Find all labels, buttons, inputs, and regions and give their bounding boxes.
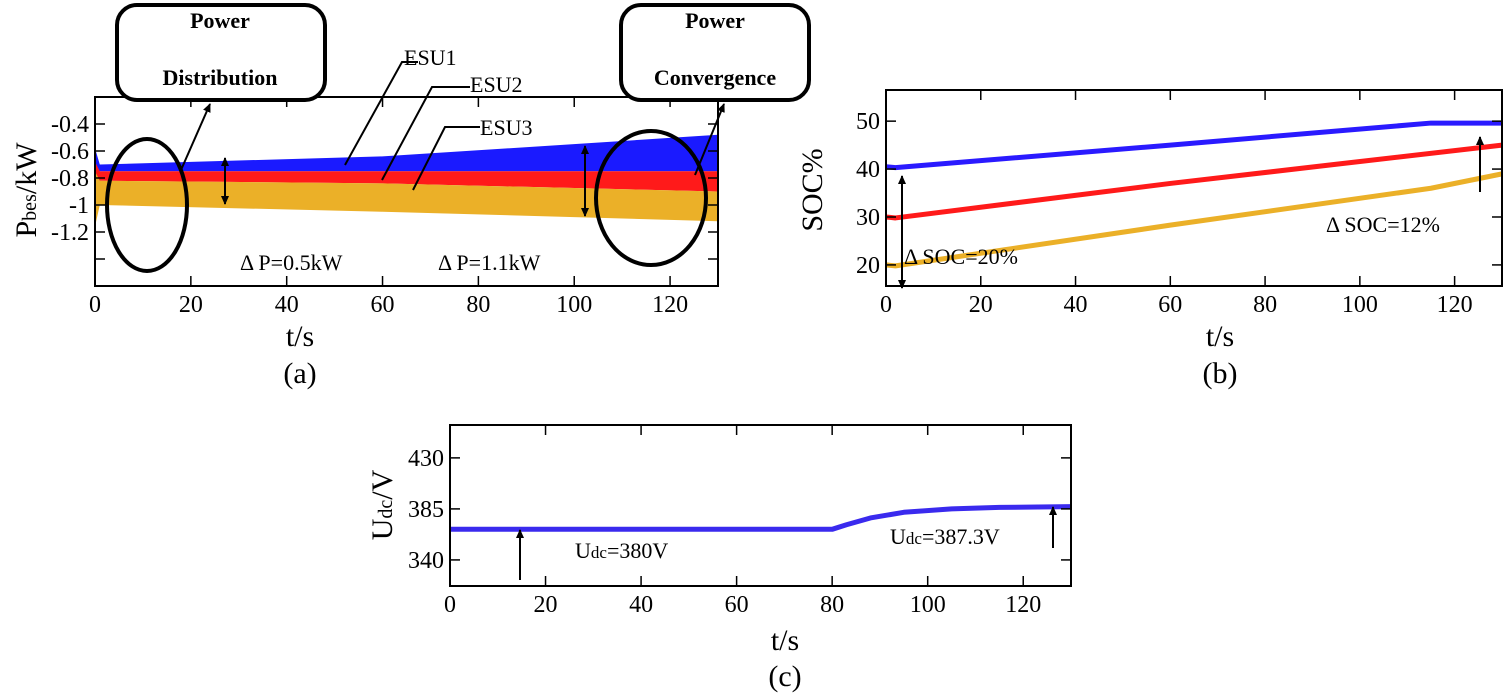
y-tick-label: 30 xyxy=(856,205,880,231)
y-tick-label: -0.4 xyxy=(51,112,89,138)
y-tick-label: 430 xyxy=(408,446,444,472)
esu1-leader xyxy=(344,61,418,166)
x-tick-label: 20 xyxy=(179,292,203,318)
x-tick-label: 0 xyxy=(880,292,892,318)
y-tick-label: -0.6 xyxy=(51,139,89,165)
y-tick-label: 50 xyxy=(856,109,880,135)
xlabel-a: t/s xyxy=(286,320,314,353)
series-group xyxy=(450,504,1072,532)
box-right-line1: Power xyxy=(685,8,745,33)
delta-soc-right: Δ SOC=12% xyxy=(1326,212,1440,237)
x-tick-label: 0 xyxy=(89,292,101,318)
esu1-label: ESU1 xyxy=(404,45,457,70)
panel-label-a: (a) xyxy=(283,357,316,390)
series-group xyxy=(95,134,718,227)
x-tick-label: 100 xyxy=(556,292,592,318)
panel-label-b: (b) xyxy=(1203,357,1238,390)
x-tick-label: 80 xyxy=(466,292,490,318)
udc-left-label: Udc=380V xyxy=(575,538,668,563)
udc-right-label: Udc=387.3V xyxy=(890,524,1000,549)
plots: 0 20 40 60 80 100 120-1.2-1-0.8-0.6-0.40 20 40 60… xyxy=(51,89,1503,618)
band-esu2 xyxy=(95,161,718,192)
delta-p-right: Δ P=1.1kW xyxy=(438,250,541,275)
xlabel-c: t/s xyxy=(771,624,799,657)
ellipse-left xyxy=(105,137,189,273)
x-tick-label: 80 xyxy=(820,592,844,618)
band-esu3 xyxy=(95,171,718,227)
ylabel-c: Udc/V xyxy=(366,469,399,540)
line-series-0 xyxy=(885,120,1502,171)
x-tick-label: 40 xyxy=(629,592,653,618)
y-tick-label: 385 xyxy=(408,497,444,523)
plot-frame xyxy=(449,424,1072,587)
x-tick-label: 100 xyxy=(910,592,946,618)
x-tick-label: 120 xyxy=(652,292,688,318)
box-right-line2: Convergence xyxy=(654,65,776,90)
line-series-1 xyxy=(885,142,1503,221)
esu2-leader xyxy=(381,86,470,181)
y-tick-label: -1.2 xyxy=(51,220,89,246)
x-tick-label: 40 xyxy=(275,292,299,318)
x-tick-label: 120 xyxy=(1437,292,1473,318)
box-left-line2: Distribution xyxy=(163,65,278,90)
xlabel-b: t/s xyxy=(1206,320,1234,353)
panel-c-annotations: Udc=380V Udc=387.3V xyxy=(516,506,1057,580)
plot-frame xyxy=(94,96,719,287)
y-tick-label: -1 xyxy=(69,193,89,219)
ellipse-right xyxy=(594,129,708,267)
chart-c: 0 20 40 60 80 100 120 340 385 430 xyxy=(408,424,1072,618)
x-tick-label: 80 xyxy=(1253,292,1277,318)
x-tick-label: 120 xyxy=(1005,592,1041,618)
power-convergence-box xyxy=(619,3,811,102)
x-tick-label: 60 xyxy=(725,592,749,618)
y-tick-label: 20 xyxy=(856,253,880,279)
arrow-to-distribution xyxy=(180,103,211,171)
esu2-label: ESU2 xyxy=(470,72,523,97)
y-tick-label: 340 xyxy=(408,548,444,574)
x-tick-label: 100 xyxy=(1342,292,1378,318)
x-tick-label: 20 xyxy=(534,592,558,618)
x-tick-label: 20 xyxy=(969,292,993,318)
chart-a: 0 20 40 60 80 100 120 -1.2-1-0.8-0.6-0.4 xyxy=(51,96,719,318)
esu3-label: ESU3 xyxy=(480,115,533,140)
ylabel-b: SOC% xyxy=(796,148,829,231)
x-tick-label: 60 xyxy=(371,292,395,318)
power-distribution-box xyxy=(115,3,327,102)
ylabel-a: Pbes/kW xyxy=(10,142,43,238)
delta-p-left: Δ P=0.5kW xyxy=(240,250,343,275)
x-tick-label: 60 xyxy=(1158,292,1182,318)
arrow-to-convergence xyxy=(694,103,725,176)
x-tick-label: 0 xyxy=(444,592,456,618)
box-left-line1: Power xyxy=(190,8,250,33)
esu3-leader xyxy=(412,126,480,191)
y-tick-label: -0.8 xyxy=(51,166,89,192)
delta-soc-left: Δ SOC=20% xyxy=(904,244,1018,269)
x-tick-label: 40 xyxy=(1064,292,1088,318)
panel-a-annotations: Power Distribution Power Convergence ESU… xyxy=(105,3,811,275)
y-tick-label: 40 xyxy=(856,157,880,183)
plot-frame xyxy=(885,89,1503,287)
panel-b-annotations: Δ SOC=20% Δ SOC=12% xyxy=(898,136,1484,289)
band-esu1 xyxy=(95,134,718,172)
line-series-0 xyxy=(450,504,1072,532)
panel-label-c: (c) xyxy=(768,660,801,693)
